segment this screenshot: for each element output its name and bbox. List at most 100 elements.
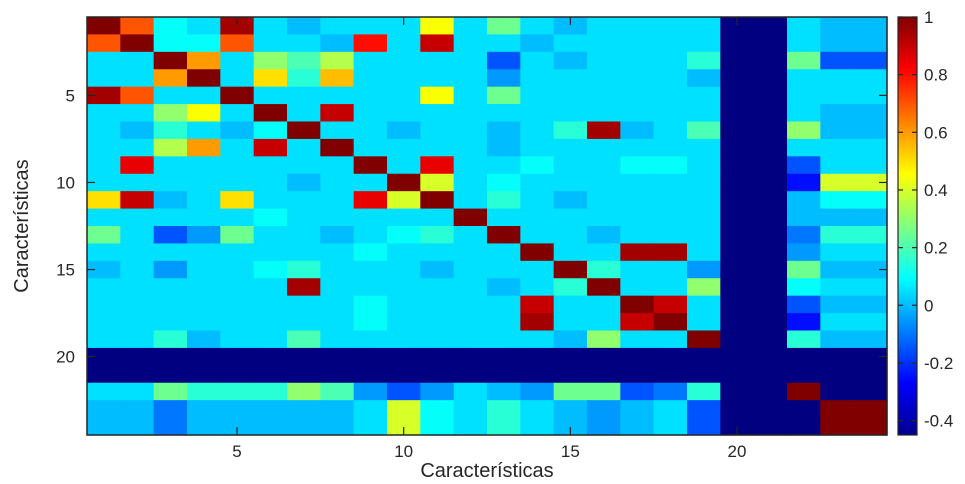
heatmap-cell <box>687 226 721 245</box>
heatmap-cell <box>387 34 421 53</box>
heatmap-cell <box>153 17 188 36</box>
heatmap-cell <box>720 69 755 88</box>
heatmap-cell <box>553 382 588 401</box>
heatmap-cell <box>253 17 288 36</box>
heatmap-cell <box>687 17 721 36</box>
heatmap-cell <box>287 243 321 262</box>
heatmap-cell <box>687 295 721 314</box>
heatmap-cell <box>587 347 621 366</box>
heatmap-cell <box>787 121 821 140</box>
heatmap-cell <box>153 208 188 227</box>
heatmap-cell <box>787 34 821 53</box>
heatmap-cell <box>753 365 788 384</box>
heatmap-cell <box>753 86 788 105</box>
colorbar-tick-label: 0.8 <box>924 66 948 85</box>
heatmap-cell <box>587 104 621 123</box>
heatmap-cell <box>353 121 388 140</box>
heatmap-cell <box>687 69 721 88</box>
heatmap-cell <box>553 226 588 245</box>
heatmap-cell <box>387 417 421 436</box>
heatmap-cell <box>753 330 788 349</box>
heatmap-cell <box>420 417 455 436</box>
heatmap-cell <box>520 121 555 140</box>
heatmap-cell <box>653 138 688 157</box>
heatmap-cell <box>287 51 321 70</box>
heatmap-cell <box>753 417 788 436</box>
heatmap-cell <box>120 104 155 123</box>
heatmap-cell <box>853 138 888 157</box>
y-tick-label: 20 <box>56 348 75 367</box>
heatmap-cell <box>387 191 421 210</box>
heatmap-cell <box>420 17 455 36</box>
heatmap-cell <box>220 51 255 70</box>
heatmap-cell <box>587 138 621 157</box>
heatmap-cell <box>120 417 155 436</box>
y-tick-label: 5 <box>66 86 75 105</box>
heatmap-cell <box>653 295 688 314</box>
heatmap-cell <box>853 365 888 384</box>
x-tick-label: 20 <box>728 442 747 461</box>
heatmap-cell <box>453 400 488 419</box>
heatmap-cell <box>653 17 688 36</box>
heatmap-cell <box>787 243 821 262</box>
heatmap-cell <box>820 278 855 297</box>
heatmap-cell <box>387 121 421 140</box>
heatmap-cell <box>787 347 821 366</box>
heatmap-cell <box>353 86 388 105</box>
heatmap-cell <box>687 382 721 401</box>
heatmap-cell <box>287 278 321 297</box>
heatmap-cell <box>253 226 288 245</box>
heatmap-cell <box>187 400 221 419</box>
heatmap-cell <box>753 208 788 227</box>
heatmap-cell <box>87 417 121 436</box>
heatmap-cell <box>653 104 688 123</box>
heatmap-cell <box>353 51 388 70</box>
heatmap-cell <box>253 191 288 210</box>
heatmap-cell <box>587 260 621 279</box>
heatmap-cell <box>187 226 221 245</box>
heatmap-cell <box>487 17 521 36</box>
heatmap-cell <box>753 278 788 297</box>
heatmap-cell <box>587 295 621 314</box>
heatmap-cell <box>620 173 655 192</box>
heatmap-cell <box>453 104 488 123</box>
heatmap-cell <box>653 156 688 175</box>
heatmap-cell <box>720 243 755 262</box>
heatmap-cell <box>153 86 188 105</box>
heatmap-cell <box>520 313 555 332</box>
heatmap-cell <box>220 173 255 192</box>
heatmap-cell <box>387 226 421 245</box>
heatmap-cell <box>87 69 121 88</box>
heatmap-cell <box>687 365 721 384</box>
heatmap-cell <box>787 69 821 88</box>
heatmap-cell <box>653 313 688 332</box>
heatmap-cell <box>253 260 288 279</box>
colorbar-tick-label: 0.4 <box>924 181 948 200</box>
heatmap-cell <box>787 173 821 192</box>
heatmap-cell <box>153 191 188 210</box>
heatmap-cell <box>553 121 588 140</box>
heatmap-cell <box>720 138 755 157</box>
heatmap-cell <box>753 51 788 70</box>
heatmap-cell <box>353 278 388 297</box>
heatmap-cell <box>687 86 721 105</box>
heatmap-cell <box>287 295 321 314</box>
heatmap-cell <box>453 260 488 279</box>
heatmap-cell <box>253 313 288 332</box>
heatmap-cell <box>120 173 155 192</box>
heatmap-cell <box>287 121 321 140</box>
heatmap-cell <box>487 260 521 279</box>
heatmap-cell <box>853 86 888 105</box>
heatmap-cell <box>320 417 355 436</box>
heatmap-cell <box>620 295 655 314</box>
heatmap-cell <box>487 330 521 349</box>
heatmap-cell <box>353 226 388 245</box>
heatmap-cell <box>287 34 321 53</box>
heatmap-cell <box>653 365 688 384</box>
heatmap-cell <box>187 278 221 297</box>
heatmap-cell <box>820 226 855 245</box>
heatmap-cell <box>520 365 555 384</box>
heatmap-cell <box>320 173 355 192</box>
heatmap-cell <box>420 295 455 314</box>
heatmap-cell <box>720 173 755 192</box>
